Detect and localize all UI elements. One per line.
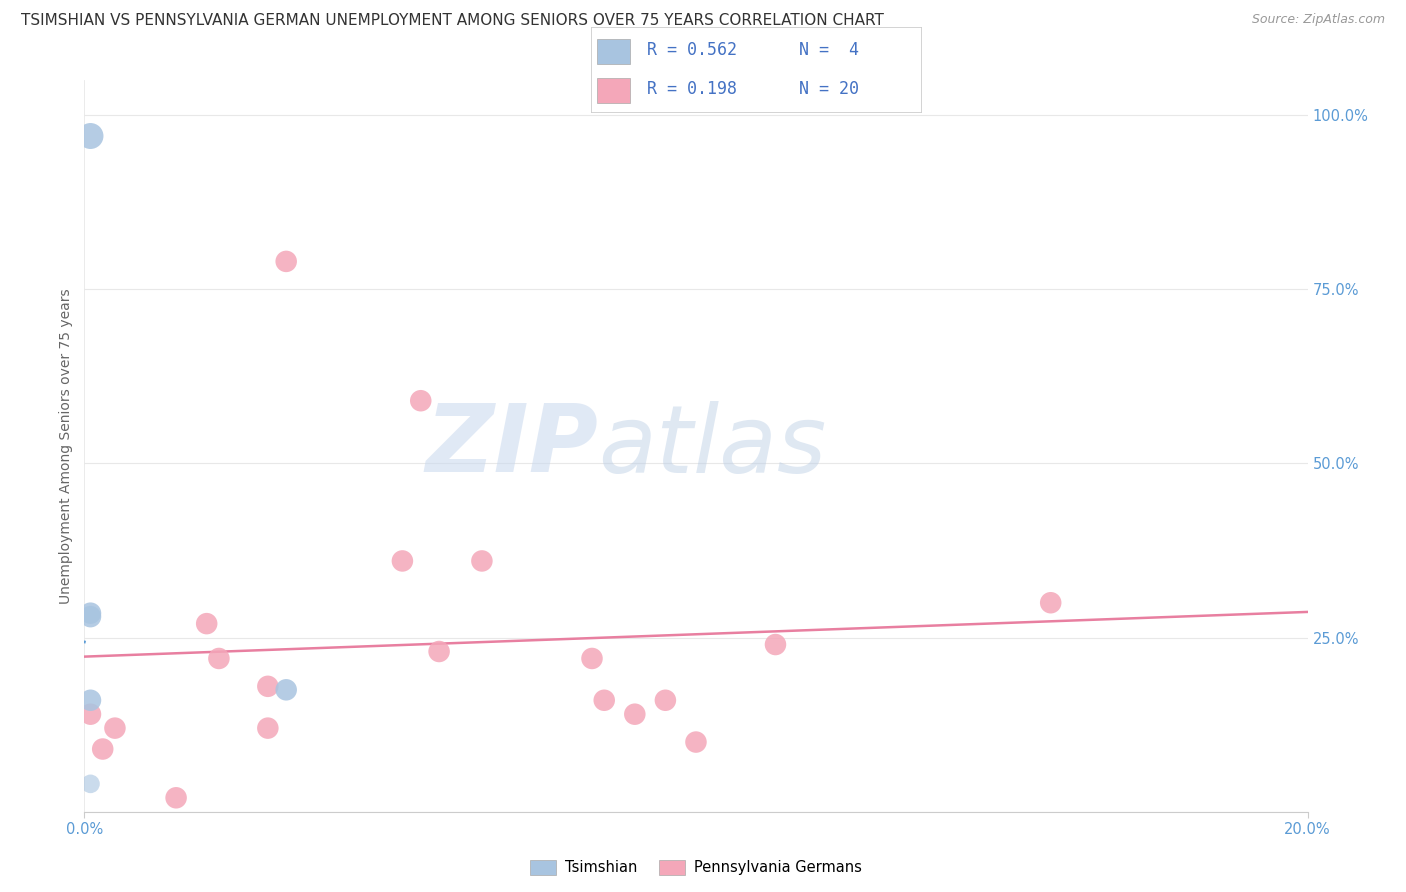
Point [165,790,187,805]
Point [257,679,280,693]
Text: N = 20: N = 20 [799,80,859,98]
Point [685,735,707,749]
Point [391,554,413,568]
Point [104,721,127,735]
Point [624,707,647,722]
Point [593,693,616,707]
Text: atlas: atlas [598,401,827,491]
Point [208,651,231,665]
Point [1039,596,1062,610]
Point [427,644,450,658]
Point [79,128,101,143]
Point [79,609,101,624]
FancyBboxPatch shape [598,38,630,64]
FancyBboxPatch shape [598,78,630,103]
Point [257,721,280,735]
Point [79,606,101,620]
Point [765,638,787,652]
Y-axis label: Unemployment Among Seniors over 75 years: Unemployment Among Seniors over 75 years [59,288,73,604]
Point [195,616,218,631]
Point [276,254,298,268]
Text: Source: ZipAtlas.com: Source: ZipAtlas.com [1251,13,1385,27]
Point [79,777,101,791]
Text: R = 0.562: R = 0.562 [647,42,737,60]
Point [654,693,676,707]
Point [471,554,494,568]
Point [581,651,603,665]
Point [276,682,298,697]
Point [409,393,432,408]
Text: ZIP: ZIP [425,400,598,492]
Legend: Tsimshian, Pennsylvania Germans: Tsimshian, Pennsylvania Germans [524,855,868,881]
Text: N =  4: N = 4 [799,42,859,60]
Text: R = 0.198: R = 0.198 [647,80,737,98]
Point [79,707,101,722]
Text: TSIMSHIAN VS PENNSYLVANIA GERMAN UNEMPLOYMENT AMONG SENIORS OVER 75 YEARS CORREL: TSIMSHIAN VS PENNSYLVANIA GERMAN UNEMPLO… [21,13,884,29]
Point [79,693,101,707]
Point [91,742,114,756]
